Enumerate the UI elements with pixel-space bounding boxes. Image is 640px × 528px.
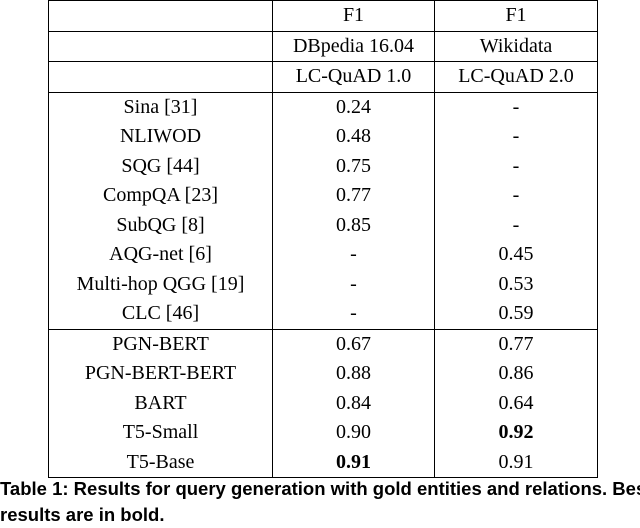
score-cell: 0.75: [272, 151, 435, 181]
score-cell: 0.91: [272, 447, 435, 478]
score-cell: -: [272, 269, 435, 299]
method-cell: T5-Base: [48, 447, 273, 478]
method-cell: Sina [31]: [48, 92, 273, 122]
table-row: T5-Base 0.91 0.91: [48, 447, 598, 478]
table-body: F1 F1 DBpedia 16.04 Wikidata LC-QuAD 1.0 LC…: [48, 0, 598, 478]
method-cell: CLC [46]: [48, 299, 273, 329]
header-cell: F1: [272, 0, 435, 32]
score-cell: -: [434, 92, 598, 122]
method-cell: SubQG [8]: [48, 210, 273, 240]
score-cell: 0.91: [434, 447, 598, 478]
table-row: BART 0.84 0.64: [48, 388, 598, 418]
header-cell: DBpedia 16.04: [272, 30, 435, 62]
method-cell: PGN-BERT: [48, 328, 273, 359]
score-cell: 0.77: [272, 181, 435, 211]
score-cell: -: [434, 151, 598, 181]
table-row: NLIWOD 0.48-: [48, 122, 598, 152]
score-cell: 0.92: [434, 418, 598, 448]
method-cell: T5-Small: [48, 418, 273, 448]
header-cell: Wikidata: [434, 30, 598, 62]
table-row: T5-Small 0.90 0.92: [48, 418, 598, 448]
method-cell: SQG [44]: [48, 151, 273, 181]
method-cell: PGN-BERT-BERT: [48, 359, 273, 389]
score-cell: -: [434, 210, 598, 240]
score-cell: 0.88: [272, 359, 435, 389]
table-row: SQG [44] 0.75-: [48, 151, 598, 181]
score-cell: 0.48: [272, 122, 435, 152]
score-cell: 0.90: [272, 418, 435, 448]
score-cell: -: [272, 240, 435, 270]
header-cell: LC-QuAD 1.0: [272, 61, 435, 93]
table-row: CLC [46] -0.59: [48, 299, 598, 329]
score-cell: -: [434, 122, 598, 152]
table-row: PGN-BERT 0.67 0.77: [48, 328, 598, 359]
method-cell: Multi-hop QGG [19]: [48, 269, 273, 299]
table-row: Sina [31] 0.24-: [48, 92, 598, 122]
score-cell: -: [434, 181, 598, 211]
table-row: PGN-BERT-BERT 0.88 0.86: [48, 359, 598, 389]
header-cell: F1: [434, 0, 598, 32]
score-cell: 0.67: [272, 328, 435, 359]
table-row: CompQA [23] 0.77-: [48, 181, 598, 211]
score-cell: 0.59: [434, 299, 598, 329]
method-cell: AQG-net [6]: [48, 240, 273, 270]
score-cell: 0.45: [434, 240, 598, 270]
score-cell: 0.84: [272, 388, 435, 418]
table-row: SubQG [8] 0.85-: [48, 210, 598, 240]
header-row: LC-QuAD 1.0 LC-QuAD 2.0: [48, 61, 598, 93]
header-row: DBpedia 16.04 Wikidata: [48, 30, 598, 62]
header-cell: [48, 61, 273, 93]
score-cell: -: [272, 299, 435, 329]
table-row: AQG-net [6] -0.45: [48, 240, 598, 270]
header-cell: [48, 30, 273, 62]
header-row: F1 F1: [48, 0, 598, 32]
score-cell: 0.77: [434, 328, 598, 359]
method-cell: NLIWOD: [48, 122, 273, 152]
score-cell: 0.86: [434, 359, 598, 389]
header-cell: [48, 0, 273, 32]
results-table: F1 F1 DBpedia 16.04 Wikidata LC-QuAD 1.0 LC…: [48, 0, 598, 478]
table-caption: Table 1: Results for query generation wi…: [0, 478, 640, 525]
method-cell: BART: [48, 388, 273, 418]
score-cell: 0.24: [272, 92, 435, 122]
score-cell: 0.53: [434, 269, 598, 299]
method-cell: CompQA [23]: [48, 181, 273, 211]
score-cell: 0.85: [272, 210, 435, 240]
header-cell: LC-QuAD 2.0: [434, 61, 598, 93]
score-cell: 0.64: [434, 388, 598, 418]
table-row: Multi-hop QGG [19] -0.53: [48, 269, 598, 299]
